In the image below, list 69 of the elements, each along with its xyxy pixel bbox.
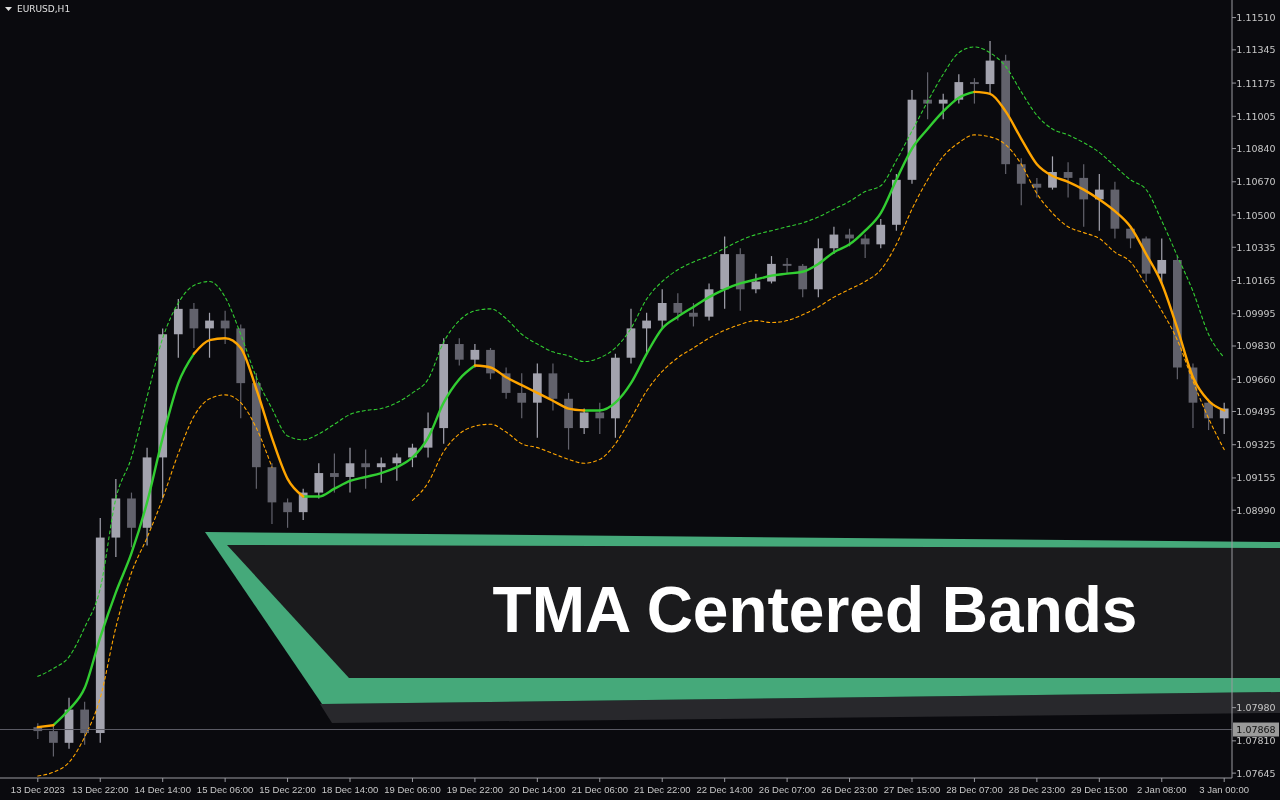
candlestick bbox=[595, 402, 605, 435]
x-tick-label: 21 Dec 22:00 bbox=[633, 784, 691, 795]
x-tick-label: 3 Jan 00:00 bbox=[1199, 784, 1250, 795]
candlestick bbox=[392, 452, 402, 482]
y-tick-label: 1.09325 bbox=[1236, 439, 1276, 451]
y-tick-label: 1.10670 bbox=[1236, 176, 1276, 188]
candlestick bbox=[330, 452, 339, 494]
candlestick bbox=[361, 449, 370, 490]
x-tick-label: 13 Dec 2023 bbox=[10, 784, 65, 795]
x-tick-label: 27 Dec 15:00 bbox=[883, 784, 941, 795]
text: TMA Centered Bands bbox=[492, 574, 1138, 646]
x-tick-label: 2 Jan 08:00 bbox=[1136, 784, 1187, 795]
y-tick-label: 1.10500 bbox=[1236, 209, 1276, 221]
y-tick-label: 1.11175 bbox=[1236, 77, 1276, 89]
candlestick bbox=[283, 497, 292, 529]
y-tick-label: 1.11345 bbox=[1236, 44, 1276, 56]
y-tick-label: 1.07645 bbox=[1236, 767, 1276, 779]
candlestick bbox=[782, 257, 792, 275]
x-tick-label: 22 Dec 14:00 bbox=[696, 784, 753, 795]
y-tick-label: 1.10165 bbox=[1236, 275, 1276, 287]
x-tick-label: 28 Dec 07:00 bbox=[946, 784, 1003, 795]
y-tick-label: 1.10335 bbox=[1236, 241, 1276, 253]
candlestick bbox=[205, 312, 214, 359]
y-tick-label: 1.07810 bbox=[1236, 735, 1276, 747]
y-tick-label: 1.11005 bbox=[1236, 110, 1276, 122]
x-tick-label: 19 Dec 22:00 bbox=[446, 784, 504, 795]
y-tick-label: 1.09495 bbox=[1236, 405, 1276, 417]
candlestick bbox=[689, 302, 698, 328]
candlestick bbox=[860, 233, 870, 259]
candlestick bbox=[376, 456, 386, 484]
x-tick-label: 15 Dec 06:00 bbox=[196, 784, 254, 795]
candlestick bbox=[454, 337, 464, 367]
candlestick bbox=[923, 71, 932, 120]
y-tick-label: 1.08990 bbox=[1236, 504, 1276, 516]
x-tick-label: 20 Dec 14:00 bbox=[509, 784, 566, 795]
x-tick-label: 13 Dec 22:00 bbox=[71, 784, 129, 795]
candlestick bbox=[657, 288, 667, 329]
candlestick bbox=[517, 372, 527, 419]
x-tick-label: 15 Dec 22:00 bbox=[259, 784, 316, 795]
y-tick-label: 1.09660 bbox=[1236, 373, 1276, 385]
y-tick-label: 1.09995 bbox=[1236, 308, 1276, 320]
y-tick-label: 1.10840 bbox=[1236, 143, 1276, 155]
candlestick bbox=[1016, 157, 1026, 206]
candlestick bbox=[938, 93, 948, 120]
candlestick bbox=[642, 312, 651, 355]
x-tick-label: 26 Dec 23:00 bbox=[821, 784, 878, 795]
candlestick bbox=[798, 263, 808, 298]
x-tick-label: 28 Dec 23:00 bbox=[1008, 784, 1066, 795]
y-tick-label: 1.09830 bbox=[1236, 340, 1276, 352]
ref-line-label: 1.07868 bbox=[1236, 724, 1276, 736]
candlestick bbox=[220, 310, 230, 345]
candlestick bbox=[751, 273, 761, 294]
x-tick-label: 29 Dec 15:00 bbox=[1071, 784, 1128, 795]
chart-subtitle: EURUSD,H1 bbox=[17, 4, 71, 14]
y-tick-label: 1.07980 bbox=[1236, 702, 1276, 714]
x-tick-label: 14 Dec 14:00 bbox=[134, 784, 191, 795]
candlestick bbox=[673, 292, 683, 322]
x-tick-label: 26 Dec 07:00 bbox=[758, 784, 816, 795]
candlestick bbox=[345, 447, 355, 494]
x-tick-label: 18 Dec 14:00 bbox=[321, 784, 379, 795]
candlestick bbox=[1032, 177, 1042, 199]
y-tick-label: 1.11510 bbox=[1236, 12, 1276, 24]
candlestick bbox=[970, 77, 979, 105]
y-tick-label: 1.09155 bbox=[1236, 472, 1276, 484]
x-tick-label: 21 Dec 06:00 bbox=[571, 784, 629, 795]
candlestick bbox=[876, 218, 886, 249]
candlestick bbox=[985, 40, 995, 95]
x-tick-label: 19 Dec 06:00 bbox=[384, 784, 441, 795]
candlestick bbox=[1063, 161, 1073, 199]
